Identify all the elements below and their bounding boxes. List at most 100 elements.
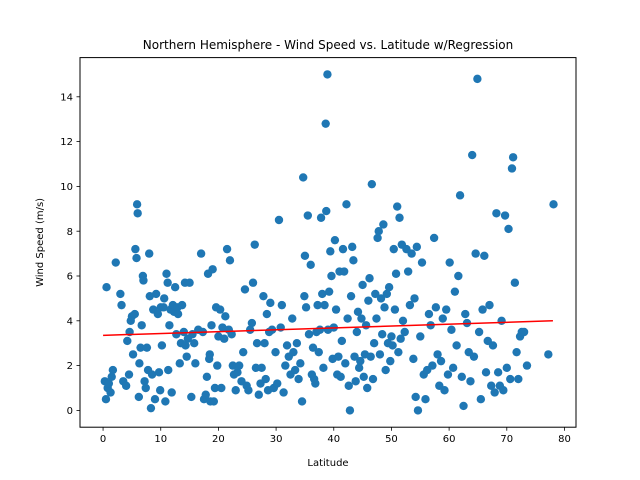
- scatter-point: [416, 332, 425, 341]
- y-tick-label: 6: [67, 272, 73, 283]
- scatter-point: [405, 300, 415, 310]
- scatter-point: [254, 390, 263, 399]
- scatter-point: [106, 388, 115, 397]
- regression-layer: [103, 320, 553, 337]
- scatter-point: [474, 327, 484, 337]
- scatter-point: [393, 202, 402, 211]
- scatter-point: [445, 258, 454, 267]
- scatter-point: [311, 379, 320, 388]
- scatter-point: [357, 314, 366, 323]
- scatter-point: [380, 303, 389, 312]
- scatter-point: [164, 365, 173, 375]
- scatter-point: [410, 294, 419, 303]
- scatter-point: [512, 347, 521, 357]
- scatter-point: [147, 370, 157, 379]
- scatter-point: [139, 276, 148, 285]
- scatter-point: [467, 150, 477, 160]
- y-tick-label: 8: [67, 227, 73, 238]
- scatter-point: [262, 309, 272, 319]
- scatter-point: [323, 70, 332, 79]
- x-tick-label: 0: [100, 434, 106, 445]
- scatter-point: [153, 309, 163, 319]
- scatter-point: [299, 173, 308, 182]
- scatter-point: [266, 298, 275, 308]
- x-tick-label: 80: [558, 434, 571, 445]
- points-layer: [100, 70, 558, 415]
- scatter-point: [288, 314, 297, 323]
- scatter-point: [313, 300, 322, 310]
- scatter-point: [326, 247, 335, 256]
- scatter-point: [185, 278, 194, 287]
- scatter-point: [251, 363, 261, 373]
- scatter-point: [165, 321, 174, 330]
- scatter-point: [281, 361, 290, 370]
- scatter-point: [433, 350, 442, 359]
- scatter-point: [356, 356, 365, 366]
- scatter-point: [159, 303, 168, 312]
- scatter-point: [227, 330, 236, 339]
- scatter-point: [522, 361, 532, 370]
- scatter-point: [173, 309, 183, 319]
- y-axis-label: Wind Speed (m/s): [35, 198, 46, 287]
- scatter-point: [490, 388, 499, 397]
- scatter-point: [121, 381, 131, 390]
- scatter-point: [344, 381, 353, 390]
- scatter-point: [124, 370, 134, 379]
- x-axis: 0 10 20 30 40 50 60 70 80: [100, 427, 571, 445]
- scatter-point: [334, 352, 343, 361]
- x-tick-label: 60: [443, 434, 456, 445]
- scatter-point: [277, 300, 287, 310]
- scatter-point: [274, 215, 284, 225]
- scatter-point: [201, 390, 210, 399]
- scatter-point: [497, 316, 506, 325]
- scatter-point: [234, 361, 244, 370]
- scatter-point: [131, 244, 140, 254]
- x-tick-label: 40: [327, 434, 340, 445]
- scatter-point: [133, 209, 142, 218]
- scatter-point: [245, 325, 255, 334]
- y-tick-label: 2: [67, 361, 73, 372]
- scatter-point: [228, 361, 238, 370]
- scatter-point: [379, 220, 388, 229]
- scatter-point: [488, 341, 498, 350]
- scatter-point: [116, 289, 125, 299]
- scatter-point: [330, 235, 340, 245]
- scatter-point: [321, 119, 330, 128]
- scatter-point: [345, 406, 355, 415]
- scatter-point: [368, 374, 378, 384]
- scatter-point: [487, 381, 496, 390]
- scatter-point: [387, 332, 396, 341]
- scatter-point: [469, 352, 479, 361]
- scatter-point: [102, 283, 111, 292]
- scatter-point: [196, 249, 206, 258]
- scatter-point: [407, 249, 416, 258]
- scatter-point: [358, 280, 367, 290]
- scatter-point: [436, 356, 446, 366]
- y-tick-label: 0: [67, 406, 73, 417]
- scatter-point: [450, 287, 460, 296]
- scatter-point: [448, 363, 458, 373]
- scatter-point: [438, 314, 447, 323]
- scatter-point: [455, 191, 465, 200]
- scatter-point: [191, 359, 200, 368]
- scatter-point: [259, 291, 268, 301]
- scatter-point: [135, 359, 144, 368]
- scatter-point: [473, 74, 482, 84]
- scatter-point: [349, 256, 358, 265]
- scatter-point: [134, 392, 144, 402]
- scatter-point: [289, 347, 298, 357]
- scatter-point: [132, 253, 141, 263]
- scatter-point: [354, 363, 364, 373]
- scatter-point: [215, 305, 225, 314]
- scatter-point: [485, 300, 494, 310]
- scatter-point: [424, 309, 434, 319]
- scatter-point: [499, 386, 508, 395]
- scatter-point: [219, 334, 229, 343]
- scatter-point: [411, 392, 420, 402]
- scatter-point: [155, 386, 165, 395]
- scatter-point: [205, 350, 214, 359]
- scatter-point: [170, 283, 180, 292]
- x-tick-label: 70: [500, 434, 513, 445]
- scatter-point: [373, 233, 382, 243]
- scatter-point: [225, 256, 235, 265]
